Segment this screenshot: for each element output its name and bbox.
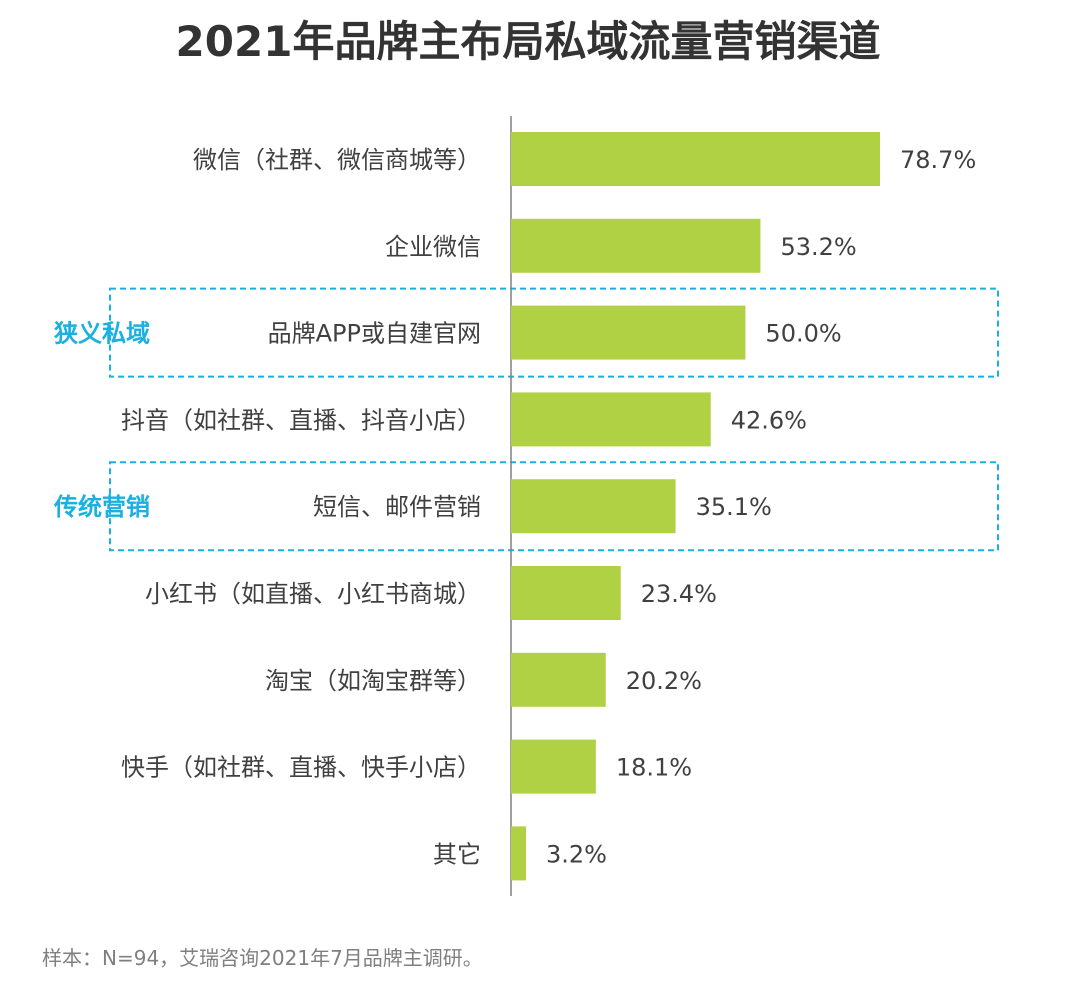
value-label: 18.1%	[616, 754, 692, 782]
annotation-box	[109, 287, 999, 378]
bar	[511, 566, 621, 620]
value-label: 3.2%	[546, 840, 607, 868]
value-label: 23.4%	[641, 580, 717, 608]
value-label: 20.2%	[626, 667, 702, 695]
category-label: 微信（社群、微信商城等）	[193, 146, 481, 174]
bar	[511, 132, 880, 186]
value-label: 78.7%	[900, 146, 976, 174]
annotation-box	[109, 461, 999, 552]
bar	[511, 479, 676, 534]
annotation-label: 狭义私域	[53, 320, 150, 348]
category-label: 企业微信	[385, 233, 481, 261]
category-label: 品牌APP或自建官网	[268, 320, 481, 348]
category-label: 其它	[433, 840, 481, 868]
value-label: 35.1%	[696, 493, 772, 521]
category-label: 抖音（如社群、直播、抖音小店）	[121, 406, 481, 434]
bar	[511, 305, 746, 360]
value-label: 53.2%	[780, 233, 856, 261]
bar	[511, 826, 527, 881]
category-label: 短信、邮件营销	[313, 493, 481, 521]
value-label: 42.6%	[731, 406, 807, 434]
annotation-label: 传统营销	[53, 493, 150, 521]
bars-layer: 微信（社群、微信商城等） 78.7% 企业微信 53.2% 品牌APP或自建官网 50.0…	[121, 132, 976, 881]
category-label: 快手（如社群、直播、快手小店）	[121, 754, 481, 782]
bar	[511, 392, 711, 447]
bar	[511, 739, 596, 794]
bar	[511, 652, 606, 707]
value-label: 50.0%	[765, 320, 841, 348]
category-label: 小红书（如直播、小红书商城）	[145, 580, 481, 608]
chart-title: 2021年品牌主布局私域流量营销渠道	[175, 17, 881, 66]
source-footnote: 样本：N=94，艾瑞咨询2021年7月品牌主调研。	[42, 946, 483, 970]
bar	[511, 218, 761, 273]
category-label: 淘宝（如淘宝群等）	[265, 667, 481, 695]
